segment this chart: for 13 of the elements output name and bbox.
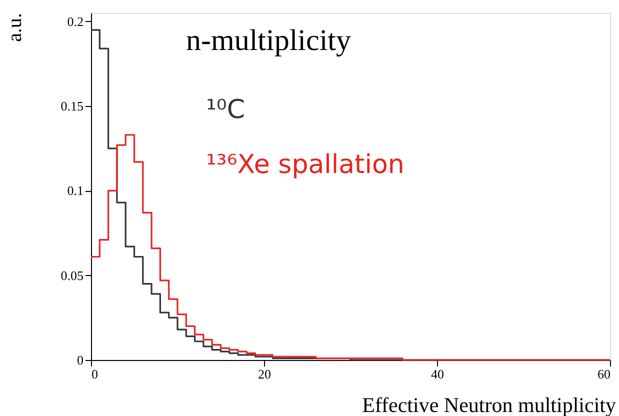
x-tick-label: 40	[431, 366, 444, 382]
chart-title: n-multiplicity	[186, 24, 351, 57]
x-tick-label: 60	[598, 366, 610, 382]
y-tick-label: 0.2	[67, 14, 84, 29]
y-tick-label: 0.15	[60, 98, 84, 114]
y-tick-label: 0.1	[67, 183, 84, 198]
text: ¹⁰C	[206, 95, 245, 125]
text: ¹³⁶Xe spallation	[206, 150, 404, 180]
x-tick-label: 0	[92, 366, 98, 382]
y-tick-label: 0	[77, 352, 84, 368]
y-tick-label: 0.05	[60, 268, 84, 283]
x-tick-label: 20	[258, 366, 271, 382]
y-axis-title: a.u.	[4, 13, 26, 42]
